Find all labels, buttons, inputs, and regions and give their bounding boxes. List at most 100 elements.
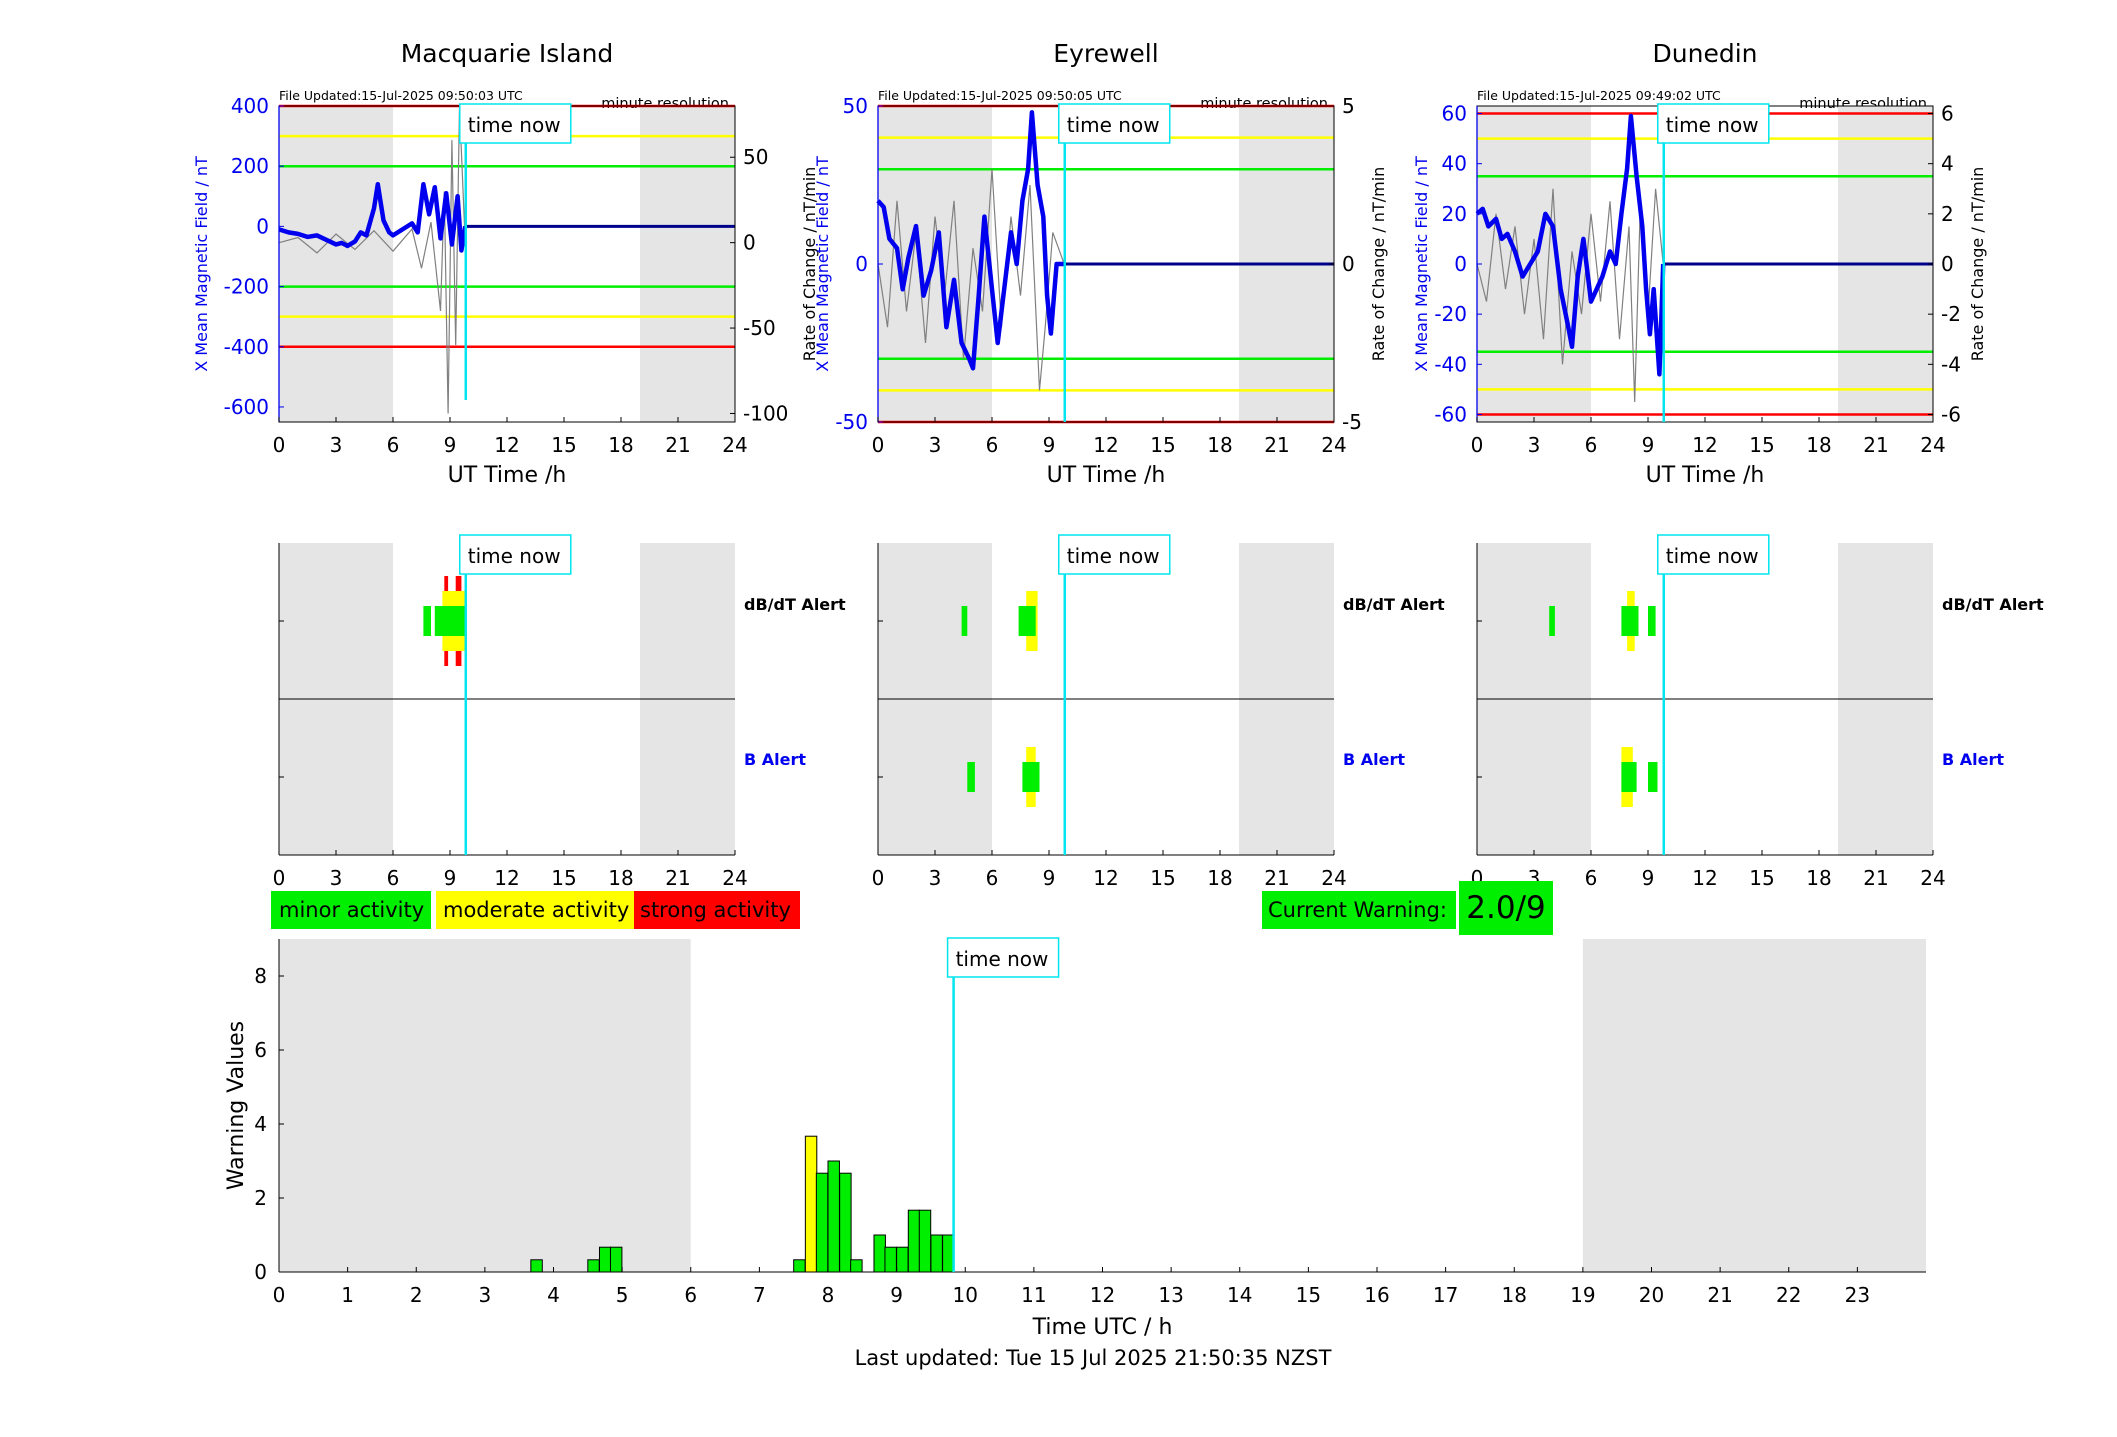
x-tick-label: 3 [479, 1283, 492, 1307]
time-now-box [459, 534, 572, 575]
time-now-box [1657, 534, 1770, 575]
x-axis-label: UT Time /h [1047, 463, 1166, 488]
x-axis-label: Time UTC / h [1032, 1315, 1173, 1340]
station-panel-1: Eyrewell File Updated:15-Jul-2025 09:50:0… [813, 39, 1388, 488]
x-tick-label: 0 [273, 1283, 286, 1307]
alert-bar-green [1621, 606, 1639, 636]
current-warning-value: 2.0/9 [1466, 890, 1545, 926]
x-tick-label: 6 [1585, 433, 1598, 457]
x-tick-label: 2 [410, 1283, 423, 1307]
dbdt-alert-label: dB/dT Alert [744, 595, 846, 614]
x-tick-label: 18 [608, 866, 633, 890]
warning-bar [930, 1234, 943, 1273]
y-tick-label: -200 [224, 275, 269, 299]
x-tick-label: 9 [444, 433, 457, 457]
x-tick-label: 18 [1207, 433, 1232, 457]
warning-bar [884, 1246, 897, 1273]
right-y-axis-label: Rate of Change / nT/min [1369, 167, 1388, 362]
x-tick-label: 24 [1920, 866, 1945, 890]
x-tick-label: 19 [1570, 1283, 1595, 1307]
rate-tick-label: 0 [1941, 252, 1954, 276]
left-y-axis-label: X Mean Magnetic Field / nT [192, 156, 211, 372]
y-tick-label: 6 [254, 1038, 267, 1062]
x-tick-label: 10 [953, 1283, 978, 1307]
rate-tick-label: 50 [743, 145, 768, 169]
x-tick-label: 6 [387, 433, 400, 457]
x-tick-label: 4 [547, 1283, 560, 1307]
time-now-label: time now [1067, 113, 1160, 137]
left-y-axis-label: X Mean Magnetic Field / nT [1412, 156, 1431, 372]
legend-strong-label: strong activity [640, 898, 791, 922]
time-now-label: time now [1067, 544, 1160, 568]
current-warning-value-box [1459, 881, 1553, 935]
station-title: Eyrewell [1053, 39, 1158, 68]
y-tick-label: -600 [224, 395, 269, 419]
x-tick-label: 6 [387, 866, 400, 890]
rate-tick-label: -2 [1941, 302, 1961, 326]
x-tick-label: 0 [872, 866, 885, 890]
x-tick-label: 21 [1863, 433, 1888, 457]
warning-bar [609, 1246, 623, 1273]
night-shade [279, 939, 691, 1272]
station-magnetic-field-panels: Macquarie Island File Updated:15-Jul-2025… [192, 39, 1987, 488]
x-axis-label: UT Time /h [448, 463, 567, 488]
x-tick-label: 12 [494, 866, 519, 890]
x-tick-label: 8 [822, 1283, 835, 1307]
footer-last-updated: Last updated: Tue 15 Jul 2025 21:50:35 N… [855, 1346, 1332, 1370]
file-updated-label: File Updated:15-Jul-2025 09:50:03 UTC [279, 88, 523, 103]
warning-bar [839, 1172, 852, 1273]
warning-bar [850, 1259, 863, 1273]
x-tick-label: 3 [929, 866, 942, 890]
station-alert-panel-1: 0 3 6 9 12 15 18 21 24 dB/dT Alert B Alert time now [872, 534, 1445, 890]
x-tick-label: 0 [872, 433, 885, 457]
warning-bar [827, 1160, 840, 1273]
station-alert-panel-0: 0 3 6 9 12 15 18 21 24 dB/dT Alert B Alert time now [273, 534, 846, 890]
y-tick-label: 0 [855, 252, 868, 276]
x-tick-label: 15 [1150, 866, 1175, 890]
y-tick-label: 2 [254, 1186, 267, 1210]
time-now-label: time now [1666, 113, 1759, 137]
b-alert-label: B Alert [744, 750, 806, 769]
warning-bar [793, 1259, 806, 1273]
x-tick-label: 9 [890, 1283, 903, 1307]
warning-bar [873, 1234, 886, 1273]
x-tick-label: 15 [1296, 1283, 1321, 1307]
time-now-box [1058, 103, 1171, 144]
x-tick-label: 24 [722, 433, 747, 457]
x-tick-label: 3 [929, 433, 942, 457]
y-tick-label: 20 [1442, 202, 1467, 226]
x-tick-label: 20 [1639, 1283, 1664, 1307]
x-tick-label: 9 [1043, 866, 1056, 890]
alert-bar-green [434, 606, 466, 636]
rate-tick-label: 5 [1342, 94, 1355, 118]
y-tick-label: -400 [224, 335, 269, 359]
rate-tick-label: -6 [1941, 402, 1961, 426]
alert-bar-green [961, 606, 968, 636]
warning-bar [942, 1234, 955, 1273]
x-axis-label: UT Time /h [1646, 463, 1765, 488]
x-tick-label: 12 [1090, 1283, 1115, 1307]
legend-moderate-swatch [436, 891, 636, 929]
y-tick-label: -20 [1434, 302, 1467, 326]
x-tick-label: 6 [986, 866, 999, 890]
warning-bar [530, 1259, 543, 1273]
station-panel-2: Dunedin File Updated:15-Jul-2025 09:49:02… [1412, 39, 1987, 488]
y-axis-label: Warning Values [224, 1021, 249, 1190]
warning-bar [815, 1172, 829, 1273]
x-tick-label: 5 [616, 1283, 629, 1307]
x-tick-label: 15 [1150, 433, 1175, 457]
legend-moderate-label: moderate activity [443, 898, 629, 922]
alert-bar-green [423, 606, 431, 636]
night-shade [640, 106, 735, 422]
y-tick-label: -40 [1434, 352, 1467, 376]
x-tick-label: 23 [1845, 1283, 1870, 1307]
y-tick-label: 40 [1442, 152, 1467, 176]
rate-tick-label: -5 [1342, 410, 1362, 434]
time-now-box [459, 103, 572, 144]
right-y-axis-label: Rate of Change / nT/min [800, 167, 819, 362]
night-shade [1477, 106, 1591, 422]
rate-tick-label: 4 [1941, 152, 1954, 176]
x-tick-label: 21 [1264, 866, 1289, 890]
